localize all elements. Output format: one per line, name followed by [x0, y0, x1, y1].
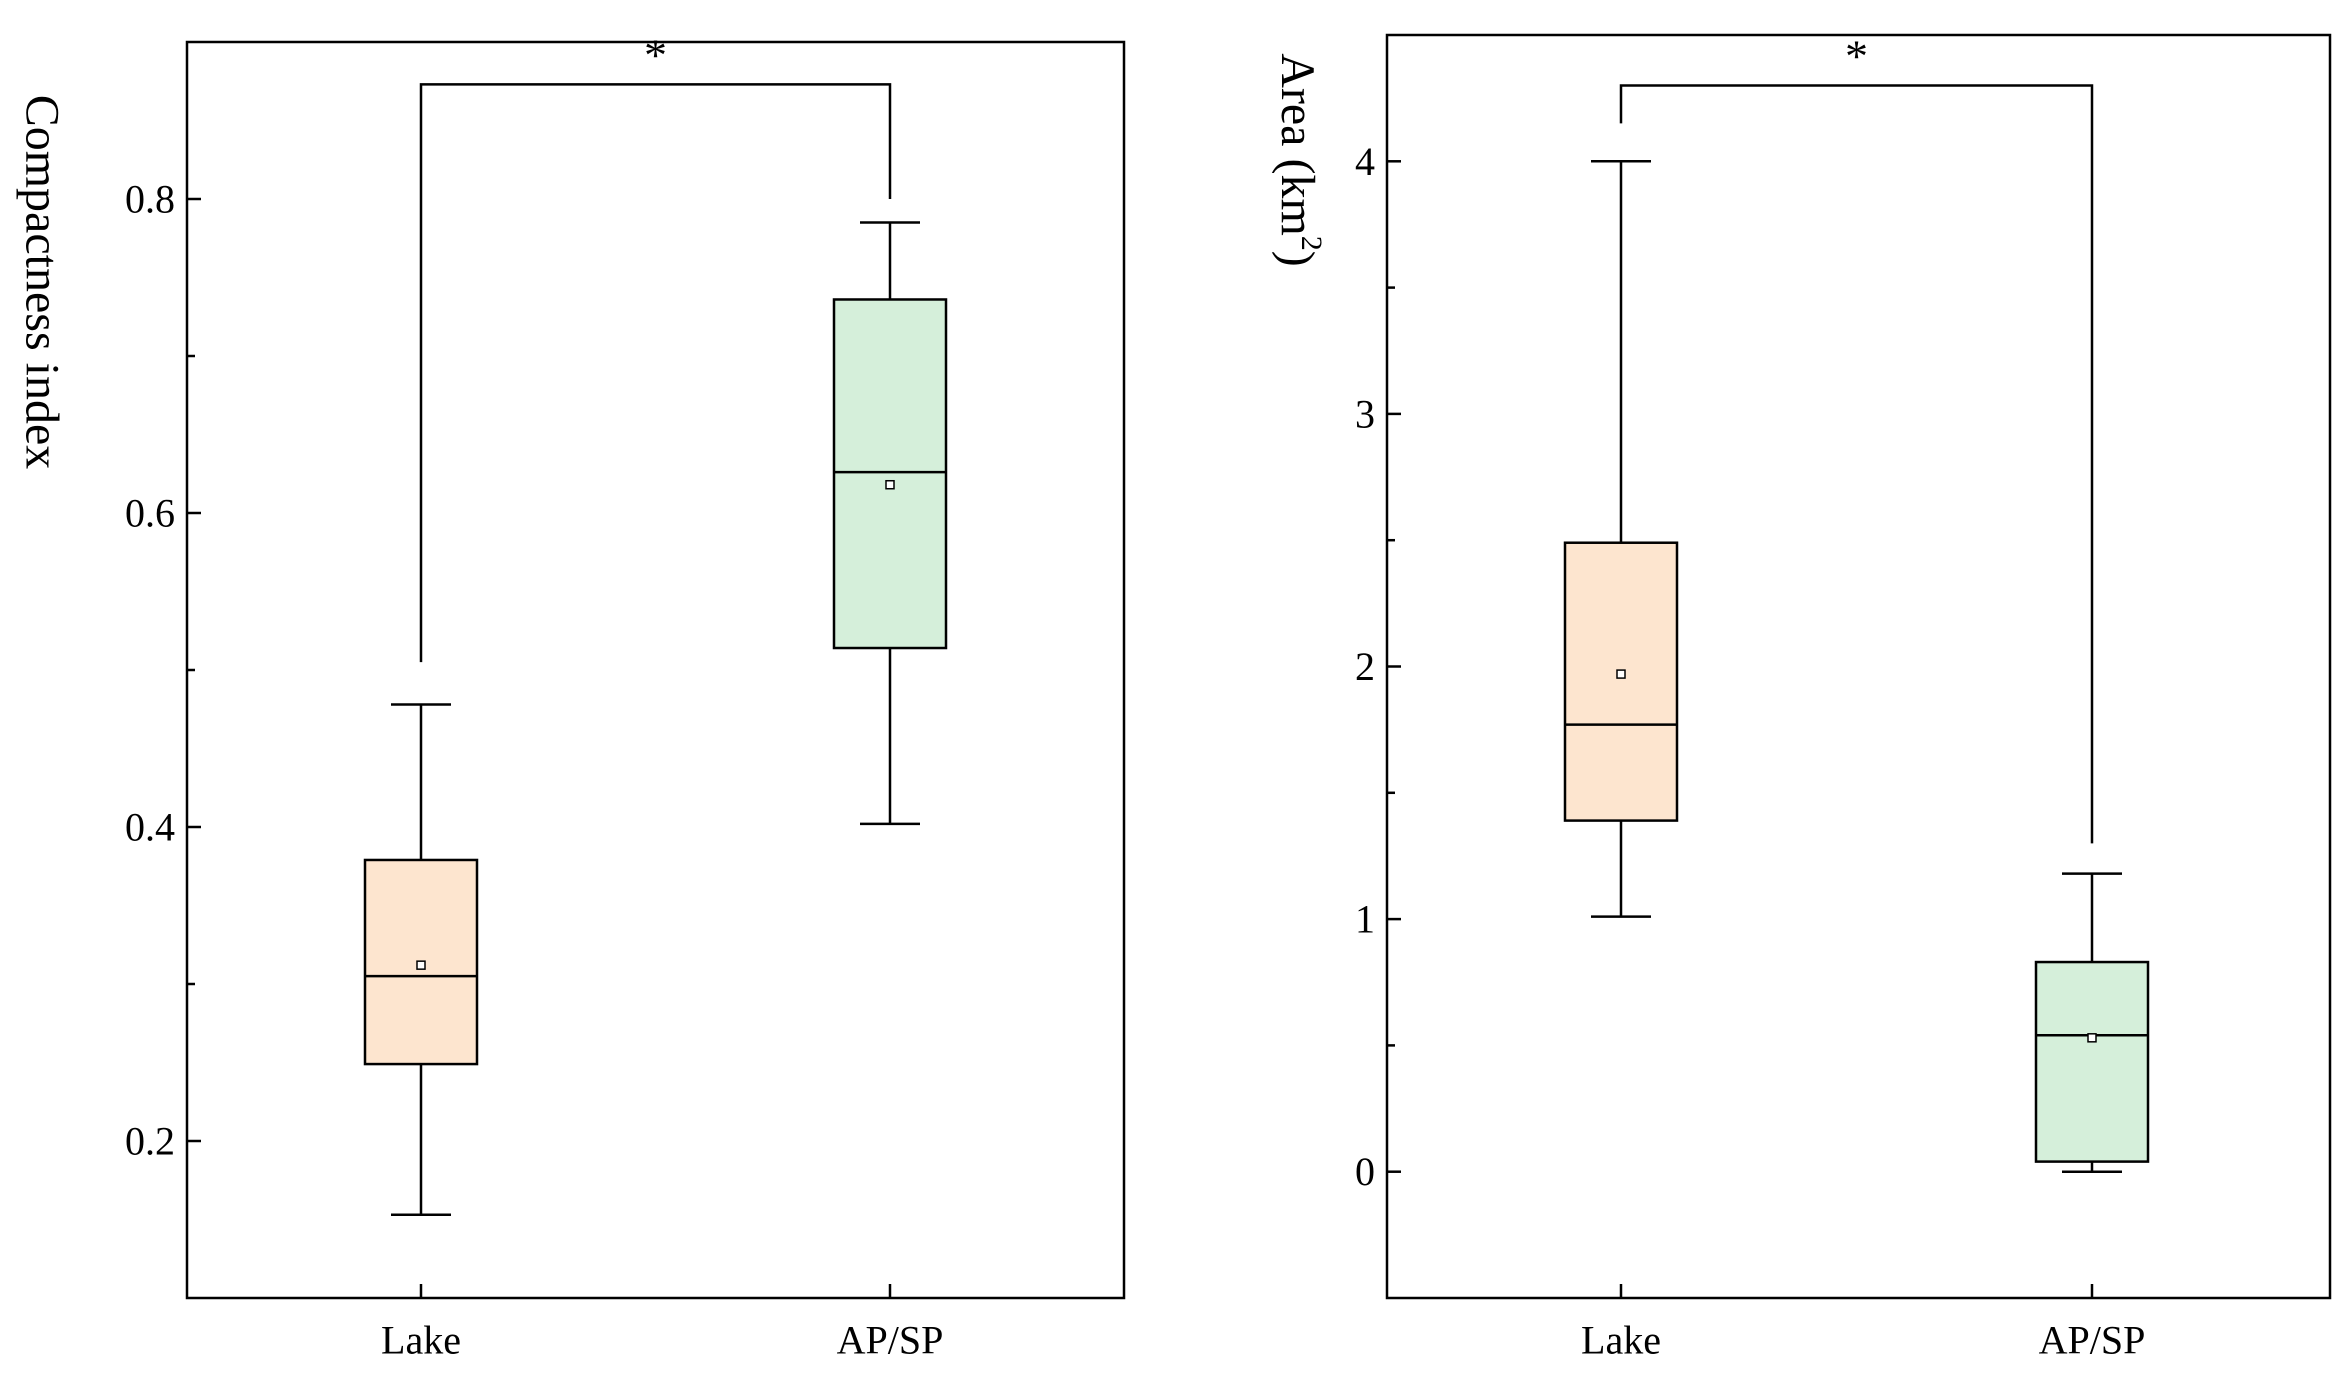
- plot-frame: [1385, 33, 2332, 1300]
- iqr-box: [2034, 960, 2150, 1163]
- y-tick-label: 0.2: [125, 1119, 175, 1164]
- x-category-label: AP/SP: [2039, 1318, 2146, 1363]
- significance-label: *: [644, 29, 667, 80]
- y-tick-label: 4: [1355, 139, 1375, 184]
- box-ap-sp: [832, 221, 948, 826]
- y-tick-label: 2: [1355, 644, 1375, 689]
- y-tick-label: 0.6: [125, 491, 175, 536]
- mean-marker: [885, 479, 895, 490]
- area-y-axis-title-main: Area (km: [1272, 53, 1325, 236]
- y-tick-label: 0: [1355, 1149, 1375, 1194]
- x-category-label: AP/SP: [837, 1318, 944, 1363]
- compactness-y-axis-title: Compactness index: [16, 95, 69, 470]
- area-y-axis-title-superscript: 2: [1296, 236, 1329, 251]
- mean-marker: [2087, 1033, 2097, 1043]
- x-category-label: Lake: [381, 1318, 461, 1363]
- significance-bracket: [419, 83, 892, 663]
- compactness-boxplot-panel: Compactness index 0.2 0.4 0.6 0.8 Lake AP/SP *: [16, 29, 1126, 1363]
- mean-marker: [1616, 669, 1626, 679]
- y-tick-label: 3: [1355, 391, 1375, 436]
- box-lake: [1563, 160, 1679, 918]
- area-y-axis-title-end: ): [1272, 251, 1325, 267]
- significance-bracket: [1619, 84, 2094, 844]
- y-tick-label: 0.4: [125, 805, 175, 850]
- mean-marker: [416, 960, 426, 970]
- x-category-label: Lake: [1581, 1318, 1661, 1363]
- y-tick-label: 1: [1355, 897, 1375, 942]
- area-y-axis-title: Area (km2): [1272, 53, 1329, 267]
- plot-frame: [185, 40, 1126, 1300]
- iqr-box: [1563, 541, 1679, 822]
- significance-label: *: [1845, 31, 1868, 82]
- y-tick-label: 0.8: [125, 177, 175, 222]
- box-ap-sp: [2034, 872, 2150, 1173]
- iqr-box: [832, 298, 948, 650]
- box-lake: [363, 703, 479, 1217]
